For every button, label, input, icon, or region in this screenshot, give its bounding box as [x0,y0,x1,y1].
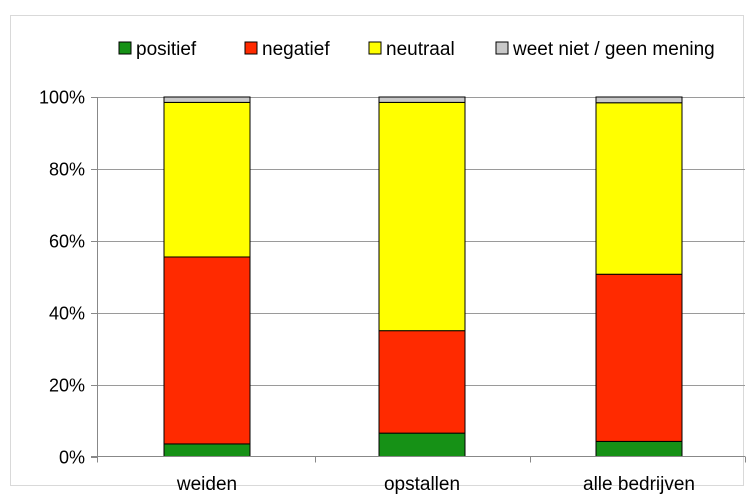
bars [163,96,683,458]
x-category-label: weiden [176,474,237,495]
x-category-label: alle bedrijven [583,474,695,495]
legend-label: negatief [262,39,330,60]
bar-segment-weet-niet-geen-mening [163,96,251,103]
bar-segment-neutraal [378,101,466,332]
bar-segment-weet-niet-geen-mening [595,96,683,104]
bar-segment-neutraal [163,101,251,258]
bar-segment-positief [163,443,251,458]
bar-segment-negatief [163,256,251,445]
bar-segment-weet-niet-geen-mening [378,96,466,103]
legend-swatch [244,41,258,55]
y-tick-label: 60% [49,232,85,252]
y-tick-label: 100% [39,88,85,108]
legend: positief negatief neutraal weet niet / geen… [118,39,715,60]
legend-label: weet niet / geen mening [512,39,715,60]
legend-swatch [368,41,382,55]
bar-segment-negatief [595,273,683,442]
y-axis-ticks: 0% 20% 40% 60% 80% 100% [39,88,97,468]
legend-label: neutraal [386,39,455,60]
bar-segment-neutraal [595,102,683,275]
bar-segment-positief [595,440,683,458]
x-category-label: opstallen [384,474,460,495]
axes [91,97,745,457]
bar-segment-negatief [378,330,466,434]
x-axis-labels: weiden opstallen alle bedrijven [97,456,746,495]
y-tick-label: 80% [49,160,85,180]
y-tick-label: 20% [49,376,85,396]
legend-swatch [118,41,132,55]
legend-swatch [495,41,509,55]
y-tick-label: 0% [59,448,85,468]
legend-label: positief [136,39,197,60]
bar-segment-positief [378,432,466,458]
y-tick-label: 40% [49,304,85,324]
